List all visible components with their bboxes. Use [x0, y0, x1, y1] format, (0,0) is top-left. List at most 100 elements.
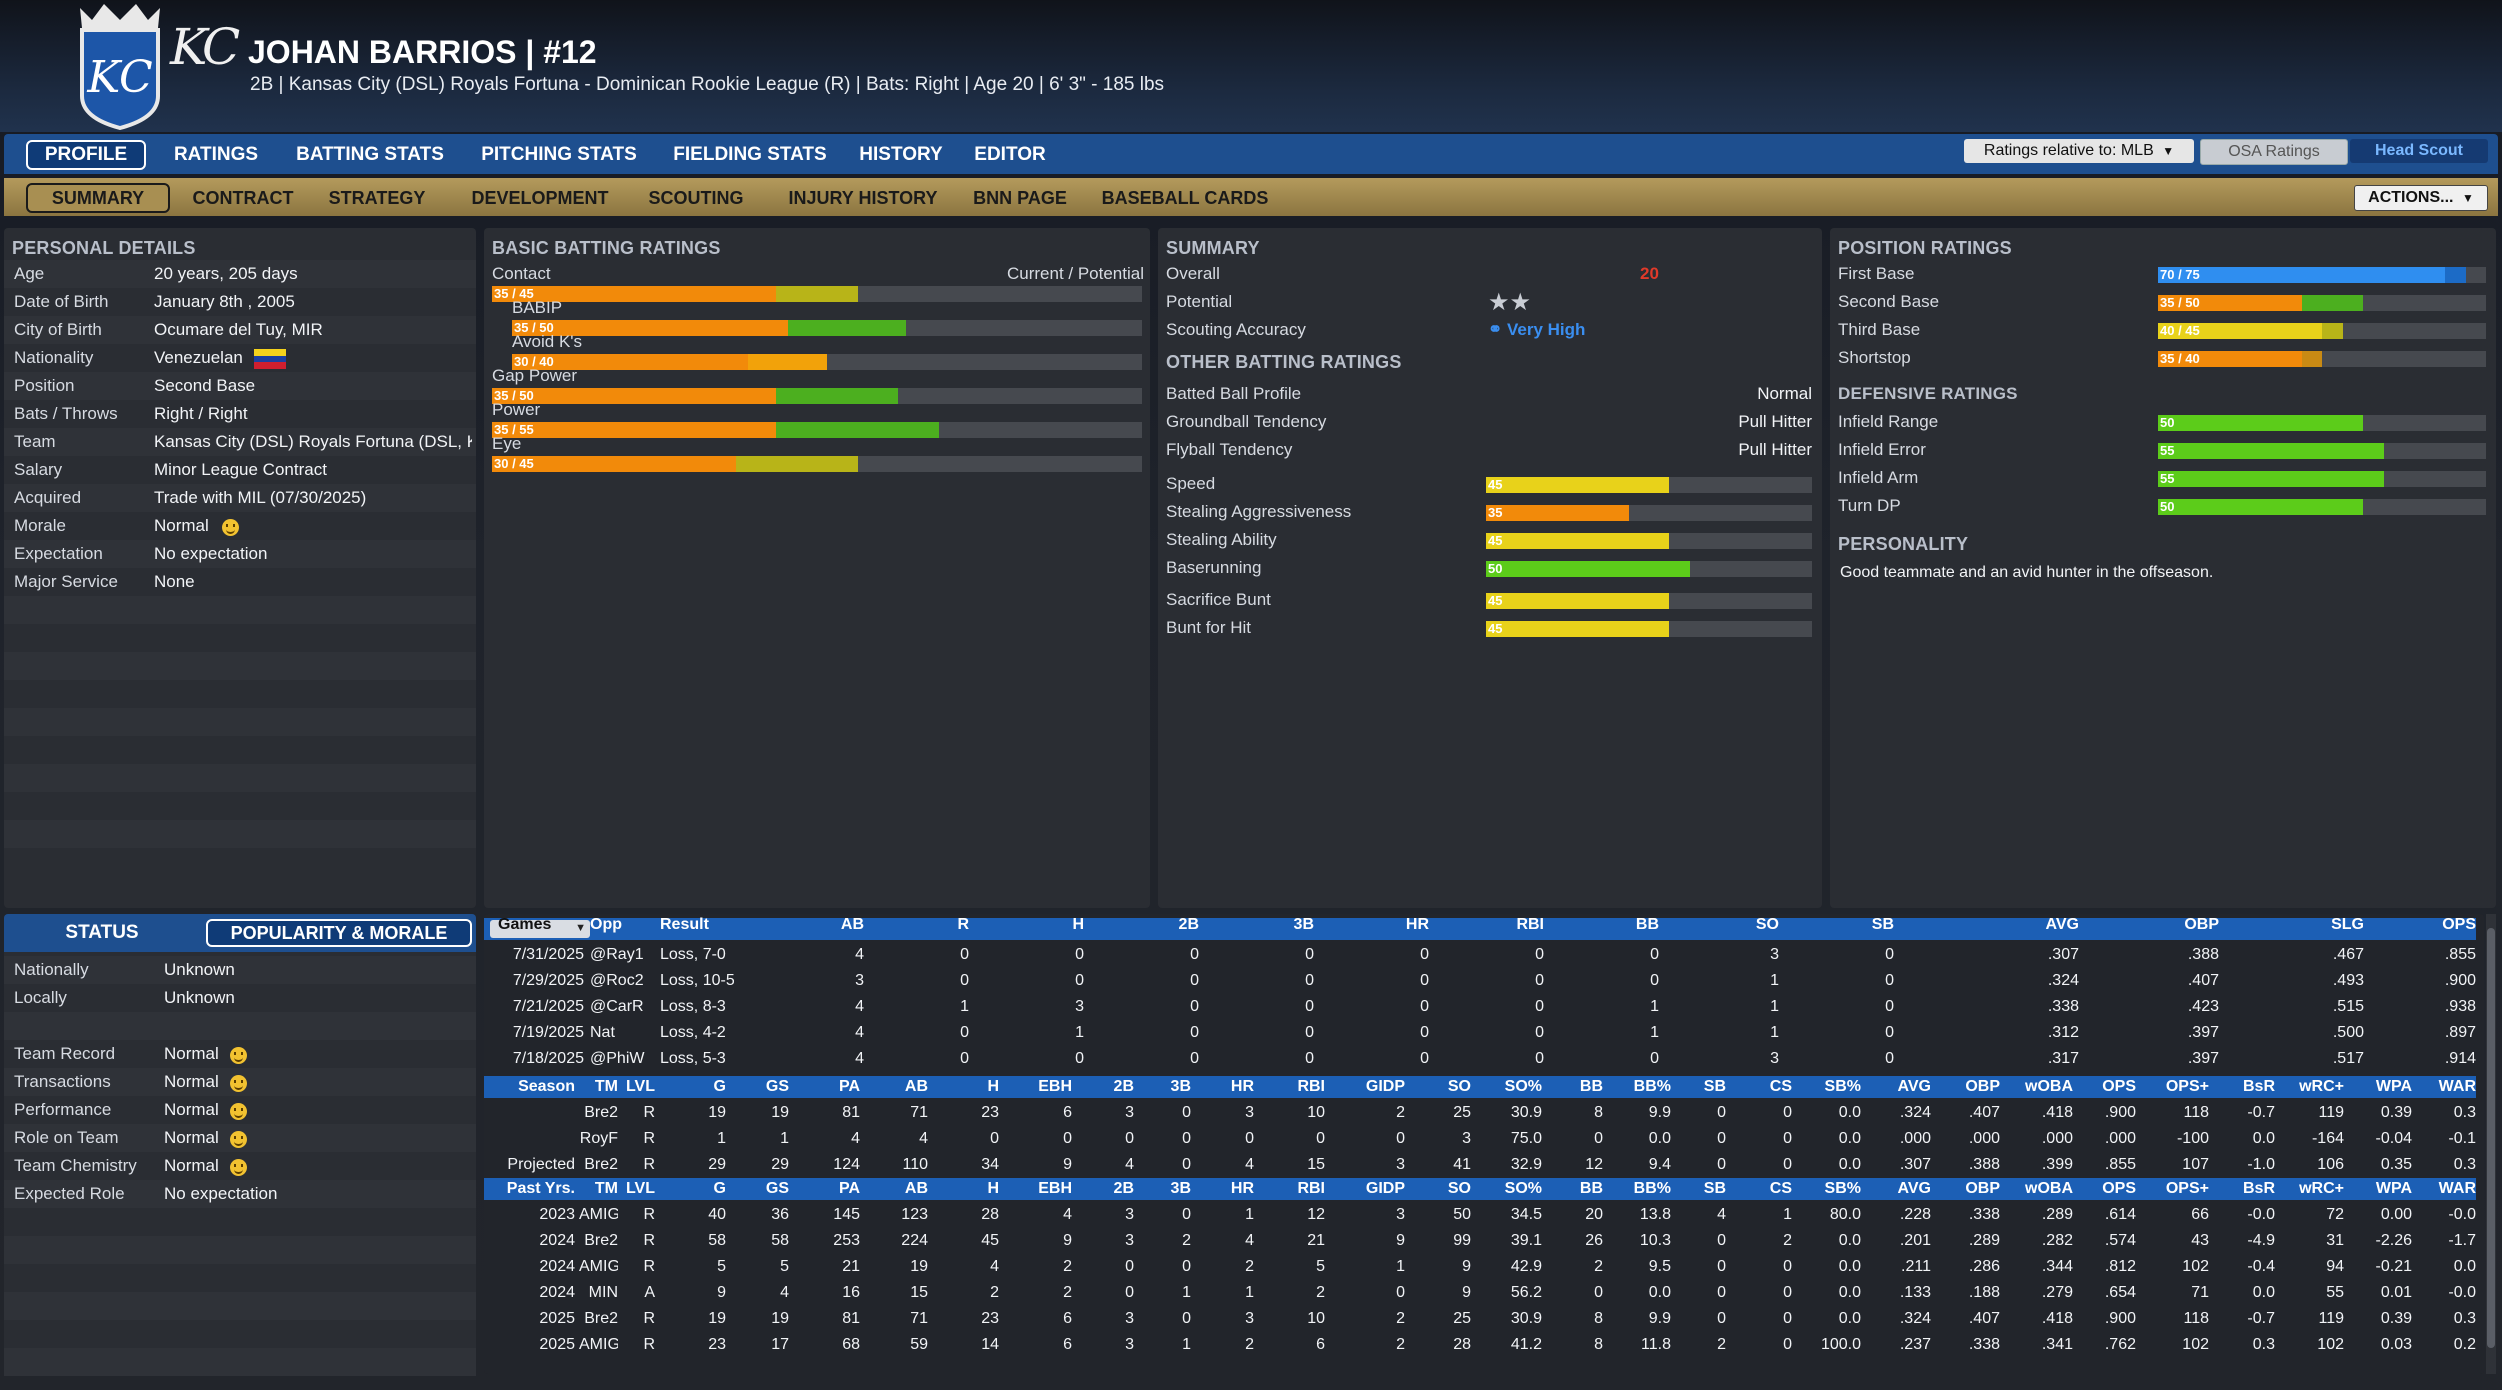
past-cell: 0: [1396, 1284, 1405, 1301]
season-header-2b: 2B: [1113, 1078, 1134, 1095]
game-cell: 0: [1885, 1024, 1894, 1041]
season-cell: R: [643, 1156, 655, 1173]
game-cell: 3: [1770, 1050, 1779, 1067]
tab-strategy[interactable]: STRATEGY: [328, 188, 426, 208]
season-header-bb: BB: [1579, 1078, 1603, 1095]
season-cell: 71: [910, 1104, 928, 1121]
game-cell: .312: [2047, 1024, 2079, 1041]
row-stripe: [4, 484, 476, 512]
popularity-value-1: Unknown: [164, 988, 235, 1007]
game-cell: 0: [1305, 972, 1314, 989]
games-header-games[interactable]: Games: [498, 916, 552, 933]
stats-scrollbar[interactable]: [2486, 914, 2496, 1374]
season-row: Bre2 R 19 19 81 71 23 6 3 0 3 10 2 25 30.9 8 9.9 0 0 0.0 .32…: [484, 1100, 2476, 1126]
actions-dropdown[interactable]: ACTIONS... ▼: [2354, 185, 2488, 211]
past-cell: 9: [1063, 1232, 1072, 1249]
other-rating-label-1: Groundball Tendency: [1166, 412, 1327, 431]
sub-tab-bar: SUMMARY CONTRACT STRATEGY DEVELOPMENT SC…: [4, 178, 2498, 216]
position-bar-2-value: 40 / 45: [2160, 323, 2200, 338]
morale-value-2: Normal: [164, 1100, 219, 1119]
game-log-row: 7/29/2025 @Roc2 Loss, 10-5 3 0 0 0 0 0 0 0 1 0 .324 .4…: [484, 968, 2476, 994]
tab-baseball-cards[interactable]: BASEBALL CARDS: [1101, 188, 1269, 208]
osa-ratings-toggle[interactable]: OSA Ratings: [2200, 139, 2348, 165]
panel-title: PERSONAL DETAILS: [12, 238, 196, 258]
past-cell: 0.0: [1838, 1284, 1861, 1301]
past-cell: 11.8: [1641, 1336, 1671, 1353]
batting-bar-0-value: 35 / 45: [494, 286, 534, 301]
speed-bar-1: 35: [1486, 505, 1812, 521]
row-stripe: [4, 1264, 476, 1292]
tab-popularity-morale[interactable]: POPULARITY & MORALE: [206, 919, 472, 947]
past-cell: .279: [2041, 1284, 2073, 1301]
speed-bar-0-value: 45: [1488, 477, 1503, 492]
ratings-relative-select[interactable]: Ratings relative to: MLB ▼: [1964, 139, 2194, 163]
tab-summary[interactable]: SUMMARY: [26, 183, 170, 213]
tab-fielding-stats[interactable]: FIELDING STATS: [673, 144, 827, 165]
past-header-pa: PA: [838, 1180, 860, 1197]
scrollbar-thumb[interactable]: [2487, 928, 2495, 1348]
game-cell: .307: [2047, 946, 2079, 963]
tab-contract[interactable]: CONTRACT: [192, 188, 294, 208]
tab-profile[interactable]: PROFILE: [26, 140, 146, 170]
past-cell: 4: [1717, 1206, 1726, 1223]
game-cell: 7/29/2025: [512, 972, 584, 989]
row-stripe: [4, 1348, 476, 1376]
tab-batting-stats[interactable]: BATTING STATS: [296, 144, 444, 165]
tab-editor[interactable]: EDITOR: [974, 144, 1046, 165]
game-cell: 0: [1075, 1050, 1084, 1067]
games-filter-select[interactable]: ▼: [490, 920, 590, 938]
past-cell: 6: [1316, 1336, 1325, 1353]
season-cell: RoyF: [579, 1130, 618, 1147]
past-cell: 56.2: [1510, 1284, 1542, 1301]
scouting-accuracy-label: Scouting Accuracy: [1166, 320, 1306, 339]
season-cell: 0: [1783, 1104, 1792, 1121]
season-cell: 6: [1063, 1104, 1072, 1121]
game-cell: Nat: [590, 1024, 615, 1041]
smile-icon: [230, 1131, 247, 1148]
season-cell: 3: [1125, 1104, 1134, 1121]
past-cell: .407: [1968, 1310, 2000, 1327]
past-cell: 40: [708, 1206, 726, 1223]
past-cell: 0.00: [2380, 1206, 2412, 1223]
defensive-bar-2-fill: [2158, 471, 2384, 487]
past-cell: 0: [1594, 1284, 1603, 1301]
position-label-1: Second Base: [1838, 292, 1940, 311]
past-cell: .338: [1968, 1206, 2000, 1223]
game-cell: 4: [855, 998, 864, 1015]
game-cell: Loss, 4-2: [660, 1024, 726, 1041]
past-cell: 39.1: [1510, 1232, 1542, 1249]
personal-label-8: Acquired: [14, 488, 82, 507]
past-cell: 9.5: [1648, 1258, 1671, 1275]
tab-scouting[interactable]: SCOUTING: [648, 188, 744, 208]
season-header-ab: AB: [904, 1078, 928, 1095]
personality-title: PERSONALITY: [1838, 534, 1969, 554]
popularity-value-0: Unknown: [164, 960, 235, 979]
morale-label-3: Role on Team: [14, 1128, 119, 1147]
personal-label-7: Salary: [14, 460, 63, 479]
personal-value-6: Kansas City (DSL) Royals Fortuna (DSL, K…: [154, 432, 472, 451]
tab-injury-history[interactable]: INJURY HISTORY: [788, 188, 938, 208]
past-cell: 0.01: [2380, 1284, 2412, 1301]
game-cell: .914: [2444, 1050, 2476, 1067]
head-scout-toggle[interactable]: Head Scout: [2350, 139, 2488, 163]
personal-value-3: Venezuelan: [154, 348, 243, 367]
tab-history[interactable]: HISTORY: [859, 144, 943, 165]
season-header-bb-: BB%: [1633, 1078, 1671, 1095]
defensive-bar-2: 55: [2158, 471, 2486, 487]
game-cell: 0: [960, 1050, 969, 1067]
tab-bnn-page[interactable]: BNN PAGE: [973, 188, 1067, 208]
season-cell: 0.0: [1838, 1104, 1861, 1121]
season-cell: 0: [1182, 1156, 1191, 1173]
season-header-tm: TM: [594, 1078, 618, 1095]
tab-status[interactable]: STATUS: [65, 922, 139, 943]
season-header-hr: HR: [1230, 1078, 1254, 1095]
game-cell: Loss, 10-5: [660, 972, 734, 989]
past-cell: .324: [1899, 1310, 1931, 1327]
tab-pitching-stats[interactable]: PITCHING STATS: [481, 144, 637, 165]
tab-development[interactable]: DEVELOPMENT: [471, 188, 609, 208]
status-panel: STATUS POPULARITY & MORALE Nationally Unk…: [4, 914, 476, 1376]
past-header-avg: AVG: [1897, 1180, 1931, 1197]
past-cell: 0.3: [2453, 1310, 2476, 1327]
speed-bar-3-value: 50: [1488, 561, 1503, 576]
tab-ratings[interactable]: RATINGS: [173, 144, 259, 165]
